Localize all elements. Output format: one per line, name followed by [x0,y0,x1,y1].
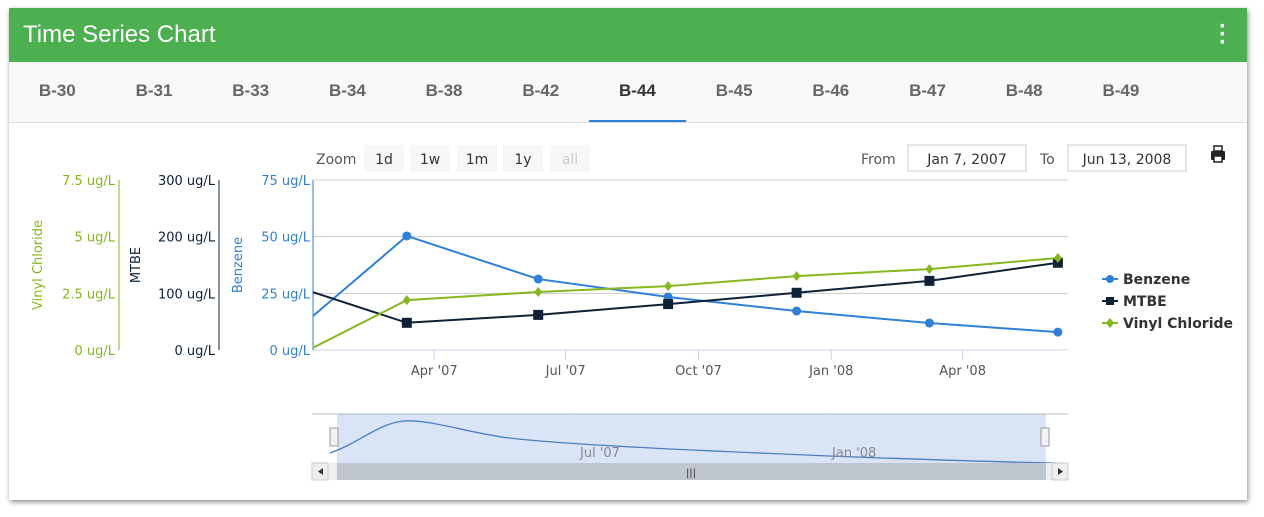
y-axis-title: MTBE [129,247,144,283]
zoom-button-label[interactable]: 1w [420,152,440,168]
navigator-tick-label: Jan '08 [831,446,876,461]
navigator-right-handle[interactable] [1040,427,1050,447]
y-axis-title: Vinyl Chloride [31,220,46,310]
data-point[interactable] [1053,252,1062,263]
y-axis-title: Benzene [231,237,246,293]
legend-item-vinyl-chloride[interactable]: Vinyl Chloride [1123,316,1233,332]
tab-b-33[interactable]: B-33 [232,81,270,100]
data-point[interactable] [402,295,411,306]
zoom-button-label[interactable]: 1m [466,152,489,168]
from-date-value[interactable]: Jan 7, 2007 [926,152,1006,168]
tab-b-38[interactable]: B-38 [425,81,463,100]
y-tick-label: 300 ug/L [158,174,216,189]
zoom-button-1m[interactable] [457,145,497,172]
y-tick-label: 200 ug/L [158,231,216,246]
y-tick-label: 25 ug/L [261,287,311,302]
y-tick-label: 50 ug/L [261,231,311,246]
kebab-icon[interactable]: · · · [1219,13,1227,56]
data-point[interactable] [791,287,802,298]
legend-marker [1106,318,1114,328]
data-point[interactable] [792,271,801,282]
printer-icon[interactable] [1211,145,1225,163]
arrow-right-icon [1058,468,1063,475]
zoom-label: Zoom [316,152,356,168]
legend-item-benzene[interactable]: Benzene [1123,272,1190,288]
page-title: Time Series Chart [23,21,216,48]
zoom-button-all[interactable] [550,145,590,172]
from-date-input[interactable] [907,144,1027,172]
data-point[interactable] [533,274,543,284]
data-point[interactable] [533,309,544,320]
data-point[interactable] [924,318,934,328]
navigator-tick-label: Jul '07 [579,446,620,461]
data-point[interactable] [924,275,935,286]
x-tick-label: Apr '08 [939,364,986,379]
zoom-button-1y[interactable] [503,145,543,172]
y-tick-label: 7.5 ug/L [62,174,116,189]
tab-b-44[interactable]: B-44 [589,62,686,122]
y-tick-label: 0 ug/L [74,344,115,359]
data-point[interactable] [925,264,934,275]
header: Time Series Chart · · · [9,8,1247,62]
navigator-series-line [329,420,1058,464]
tab-b-31[interactable]: B-31 [135,81,173,100]
data-point[interactable] [792,306,802,316]
tab-bar: B-30 B-31 B-33 B-34 B-38 B-42 B-44 B-45 B-46 B-47… [9,62,1247,123]
time-series-chart: Zoom 1d 1w 1m 1y all From Jan 7, 2007 To Jun 13, … [31,144,1233,481]
data-point[interactable] [663,299,674,310]
tab-b-48[interactable]: B-48 [1005,81,1043,100]
y-tick-label: 0 ug/L [269,344,310,359]
tab-b-42[interactable]: B-42 [522,81,560,100]
data-point[interactable] [534,286,543,297]
y-tick-label: 5 ug/L [74,231,115,246]
data-point[interactable] [402,231,412,241]
from-label: From [861,152,896,168]
x-tick-label: Jul '07 [545,364,586,379]
arrow-left-icon [318,468,323,475]
data-point[interactable] [1053,327,1063,337]
to-label: To [1039,152,1055,168]
tab-b-46[interactable]: B-46 [812,81,850,100]
scrollbar-thumb[interactable] [337,463,1046,480]
tab-b-45[interactable]: B-45 [715,81,753,100]
y-tick-label: 2.5 ug/L [62,287,116,302]
y-tick-label: 0 ug/L [174,344,215,359]
y-tick-label: 100 ug/L [158,287,216,302]
zoom-button-label[interactable]: 1d [375,152,393,168]
data-point[interactable] [664,281,673,292]
tab-b-34[interactable]: B-34 [328,81,366,100]
chart-card: Time Series Chart · · · B-30 B-31 B-33 B-34 B-… [9,8,1247,500]
zoom-button-label[interactable]: all [562,152,578,168]
x-tick-label: Jan '08 [808,364,853,379]
zoom-button-1w[interactable] [410,145,450,172]
tab-b-49[interactable]: B-49 [1102,81,1140,100]
to-date-input[interactable] [1067,144,1187,172]
tab-b-47[interactable]: B-47 [909,81,946,100]
series-line-mtbe [312,261,1059,324]
navigator-left-handle[interactable] [329,427,339,447]
x-tick-label: Apr '07 [411,364,458,379]
y-tick-label: 75 ug/L [261,174,311,189]
legend-item-mtbe[interactable]: MTBE [1123,294,1167,310]
x-tick-label: Oct '07 [675,364,722,379]
legend-marker [1106,275,1114,283]
zoom-button-1d[interactable] [364,145,404,172]
scrollbar-grip-icon: ||| [686,468,696,479]
navigator-selected-range[interactable] [337,414,1046,463]
zoom-button-label[interactable]: 1y [514,152,531,168]
legend-marker [1106,297,1114,305]
data-point[interactable] [401,317,412,328]
to-date-value[interactable]: Jun 13, 2008 [1082,152,1172,168]
tab-b-30[interactable]: B-30 [38,81,76,100]
